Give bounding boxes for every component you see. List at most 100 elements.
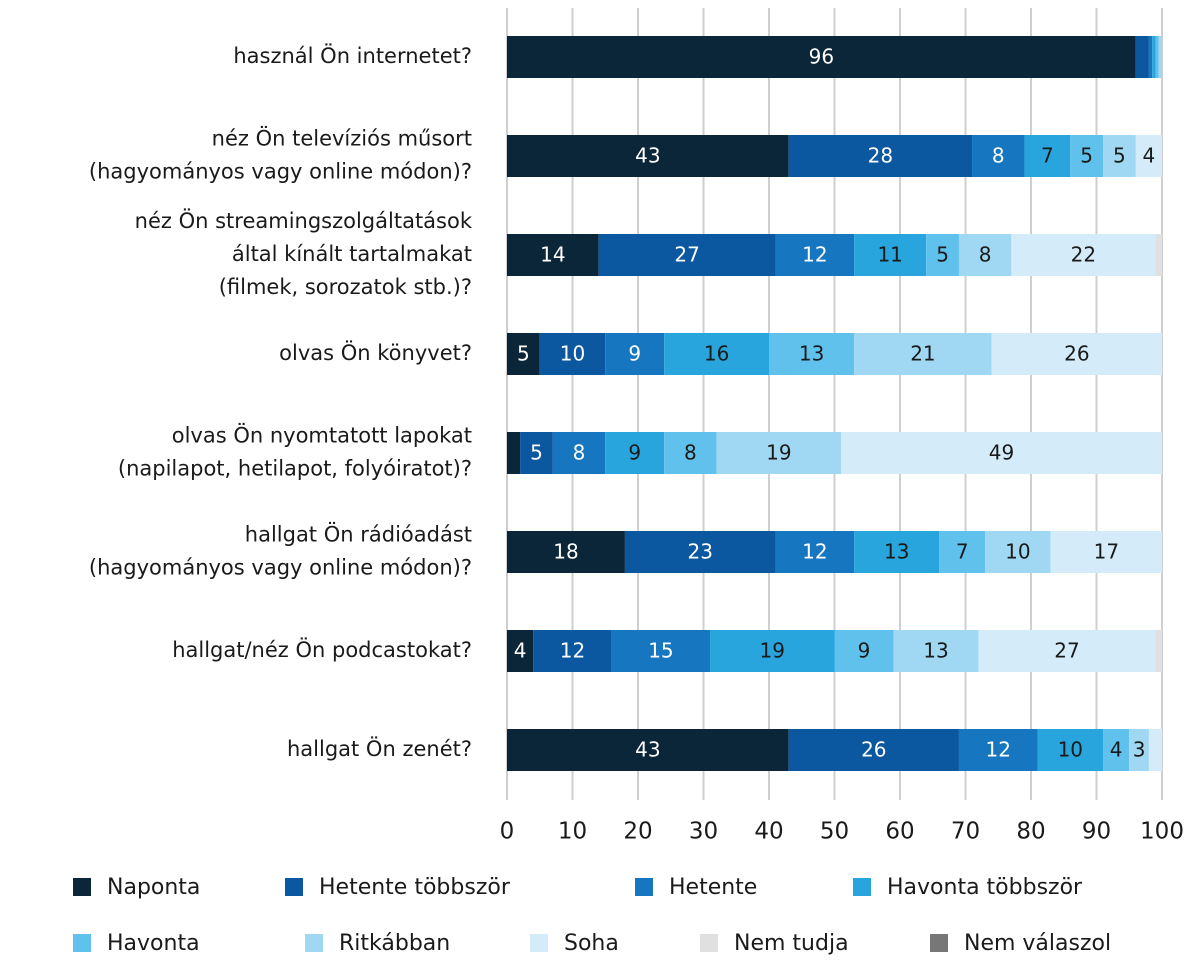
value-label: 13 bbox=[923, 639, 948, 663]
value-label: 49 bbox=[989, 441, 1014, 465]
value-label: 5 bbox=[1080, 144, 1093, 168]
bar-segment bbox=[533, 630, 612, 672]
bar-segment bbox=[507, 234, 599, 276]
value-label: 96 bbox=[809, 45, 834, 69]
category-line: (napilapot, hetilapot, folyóiratot)? bbox=[118, 457, 472, 481]
bar-segment bbox=[1024, 135, 1071, 177]
x-tick-label: 60 bbox=[885, 819, 914, 845]
value-label: 43 bbox=[635, 144, 660, 168]
category-line: használ Ön internetet? bbox=[233, 43, 472, 68]
bar-segment bbox=[664, 432, 717, 474]
bar-segment bbox=[552, 432, 606, 474]
bar-segment bbox=[841, 432, 1162, 474]
value-label: 16 bbox=[704, 342, 729, 366]
bar-segment bbox=[539, 333, 606, 375]
value-label: 9 bbox=[628, 441, 641, 465]
bar-segment bbox=[1155, 36, 1159, 78]
bar-segment bbox=[710, 630, 835, 672]
bar-segment bbox=[1158, 36, 1162, 78]
bar-segment bbox=[611, 630, 711, 672]
bar-segment bbox=[1148, 729, 1162, 771]
legend-label: Havonta többször bbox=[887, 875, 1083, 900]
value-label: 9 bbox=[628, 342, 641, 366]
value-label: 18 bbox=[553, 540, 578, 564]
legend-swatch bbox=[305, 934, 323, 952]
category-label: hallgat Ön zenét? bbox=[287, 736, 472, 761]
bar-segment bbox=[1050, 531, 1162, 573]
value-label: 21 bbox=[910, 342, 935, 366]
bar-segment bbox=[1152, 36, 1156, 78]
bar-segment bbox=[788, 729, 959, 771]
x-tick-label: 80 bbox=[1016, 819, 1045, 845]
bar-segment bbox=[1135, 135, 1162, 177]
category-line: néz Ön televíziós műsort bbox=[212, 126, 472, 151]
bar-segment bbox=[507, 432, 521, 474]
x-tick-label: 40 bbox=[754, 819, 783, 845]
value-label: 19 bbox=[760, 639, 785, 663]
bar-segment bbox=[598, 234, 776, 276]
category-label: használ Ön internetet? bbox=[233, 43, 472, 68]
value-label: 22 bbox=[1071, 243, 1096, 267]
legend-label: Hetente többször bbox=[319, 875, 511, 900]
legend-label: Hetente bbox=[669, 875, 757, 900]
value-label: 27 bbox=[674, 243, 699, 267]
value-label: 7 bbox=[1041, 144, 1054, 168]
value-label: 28 bbox=[868, 144, 893, 168]
category-line: által kínált tartalmakat bbox=[232, 242, 472, 266]
value-label: 4 bbox=[1110, 738, 1123, 762]
bar-segment bbox=[624, 531, 776, 573]
bar-segment bbox=[1155, 630, 1162, 672]
bar-segment bbox=[716, 432, 842, 474]
value-label: 11 bbox=[877, 243, 902, 267]
value-label: 4 bbox=[514, 639, 527, 663]
bar-segment bbox=[507, 135, 789, 177]
category-label: olvas Ön nyomtatott lapokat (napilapot, h… bbox=[118, 423, 472, 481]
bar-segment bbox=[958, 234, 1012, 276]
value-label: 12 bbox=[986, 738, 1011, 762]
legend-swatch bbox=[853, 878, 871, 896]
x-tick-label: 100 bbox=[1140, 819, 1184, 845]
value-label: 3 bbox=[1133, 738, 1146, 762]
category-line: olvas Ön könyvet? bbox=[279, 340, 472, 365]
bar-segment bbox=[507, 630, 534, 672]
bar-segment bbox=[958, 729, 1038, 771]
value-label: 13 bbox=[884, 540, 909, 564]
value-label: 43 bbox=[635, 738, 660, 762]
bar-segment bbox=[1070, 135, 1104, 177]
bar-segment bbox=[605, 432, 665, 474]
legend-label: Nem tudja bbox=[734, 931, 849, 956]
bar-segment bbox=[507, 36, 1136, 78]
bar-segment bbox=[854, 333, 992, 375]
bar-segment bbox=[1129, 729, 1149, 771]
value-label: 10 bbox=[1005, 540, 1030, 564]
x-tick-label: 30 bbox=[689, 819, 718, 845]
value-label: 10 bbox=[560, 342, 585, 366]
bar-segment bbox=[1103, 135, 1136, 177]
legend-swatch bbox=[285, 878, 303, 896]
value-label: 8 bbox=[573, 441, 586, 465]
bar-segment bbox=[991, 333, 1162, 375]
x-tick-label: 70 bbox=[951, 819, 980, 845]
bar-segment bbox=[1155, 234, 1162, 276]
x-tick-label: 20 bbox=[623, 819, 652, 845]
bar-segment bbox=[1011, 234, 1156, 276]
value-label: 5 bbox=[517, 342, 530, 366]
legend-label: Nem válaszol bbox=[964, 931, 1111, 956]
bar-segment bbox=[985, 531, 1051, 573]
bar-segment bbox=[769, 333, 855, 375]
value-label: 15 bbox=[648, 639, 673, 663]
bar-segment bbox=[854, 234, 927, 276]
category-line: (hagyományos vagy online módon)? bbox=[89, 556, 472, 580]
value-label: 26 bbox=[1064, 342, 1089, 366]
category-label: hallgat/néz Ön podcastokat? bbox=[172, 637, 472, 662]
value-label: 19 bbox=[766, 441, 791, 465]
legend-swatch bbox=[73, 878, 91, 896]
category-line: néz Ön streamingszolgáltatások bbox=[135, 208, 473, 233]
category-line: (filmek, sorozatok stb.)? bbox=[219, 275, 472, 299]
category-line: hallgat/néz Ön podcastokat? bbox=[172, 637, 472, 662]
legend-label: Ritkábban bbox=[339, 931, 450, 956]
category-line: olvas Ön nyomtatott lapokat bbox=[172, 423, 472, 448]
bar-segment bbox=[834, 630, 894, 672]
legend-label: Naponta bbox=[107, 875, 200, 900]
